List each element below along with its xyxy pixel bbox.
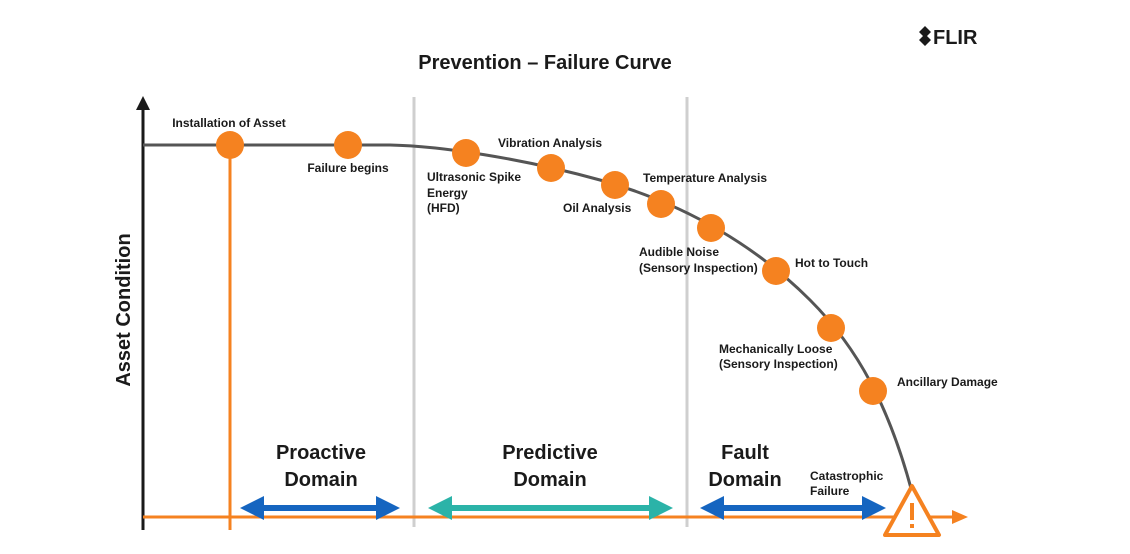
- point: [697, 214, 725, 242]
- node-label: Audible Noise: [639, 245, 719, 259]
- point: [216, 131, 244, 159]
- node-label: Ancillary Damage: [897, 375, 998, 389]
- point: [762, 257, 790, 285]
- node-label: Ultrasonic Spike: [427, 170, 521, 184]
- y-axis-arrow: [136, 96, 150, 110]
- node-label: Installation of Asset: [172, 116, 286, 130]
- title: Prevention – Failure Curve: [418, 52, 671, 74]
- domain-label: Predictive: [502, 442, 598, 464]
- node-label: (HFD): [427, 201, 460, 215]
- logo: FLIR: [919, 26, 978, 49]
- node-label: Catastrophic: [810, 469, 884, 483]
- node-label: Failure begins: [307, 161, 389, 175]
- domain-label: Domain: [284, 469, 357, 491]
- domain-label: Fault: [721, 442, 769, 464]
- point: [647, 190, 675, 218]
- point: [452, 139, 480, 167]
- node-label: Failure: [810, 484, 850, 498]
- point: [334, 131, 362, 159]
- node-label: Temperature Analysis: [643, 171, 767, 185]
- points: [216, 131, 887, 405]
- node-label: (Sensory Inspection): [639, 261, 758, 275]
- domain-arrow: [428, 496, 673, 520]
- point: [817, 314, 845, 342]
- node-label: Mechanically Loose: [719, 342, 833, 356]
- point: [859, 377, 887, 405]
- domain-arrow: [700, 496, 886, 520]
- logo-text: FLIR: [933, 27, 978, 49]
- point: [601, 171, 629, 199]
- y-axis-label: Asset Condition: [113, 233, 135, 386]
- point: [537, 154, 565, 182]
- node-label: Energy: [427, 186, 468, 200]
- domain-label: Domain: [708, 469, 781, 491]
- failure-curve: [143, 143, 914, 493]
- domain-label: Proactive: [276, 442, 366, 464]
- node-label: (Sensory Inspection): [719, 357, 838, 371]
- node-label: Oil Analysis: [563, 201, 632, 215]
- x-axis-arrow: [952, 510, 968, 524]
- warning-icon: [883, 484, 941, 537]
- node-label: Hot to Touch: [795, 256, 868, 270]
- domain-label: Domain: [513, 469, 586, 491]
- domain-arrow: [240, 496, 400, 520]
- node-label: Vibration Analysis: [498, 136, 602, 150]
